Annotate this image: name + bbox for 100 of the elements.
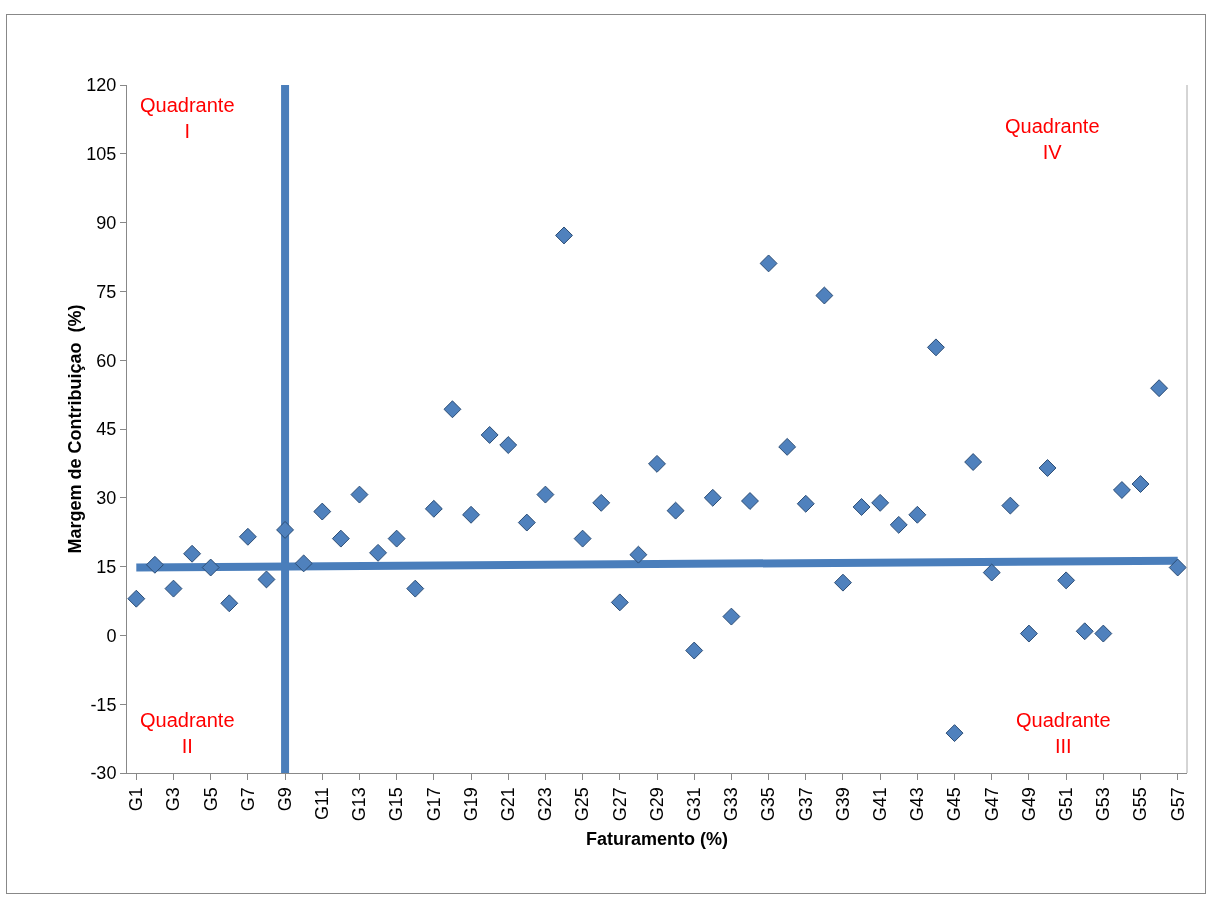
x-tick-label: G57 (1167, 787, 1188, 822)
point (462, 505, 480, 524)
x-tick-label: G11 (312, 787, 333, 820)
x-tick-label: G47 (981, 787, 1002, 822)
x-tick-label: G33 (721, 787, 742, 822)
x-axis-title: Faturamento (%) (585, 829, 729, 850)
point (1019, 624, 1038, 643)
point (201, 558, 220, 577)
point (517, 513, 536, 532)
point (1094, 624, 1113, 643)
point (815, 286, 834, 305)
point (1001, 496, 1020, 515)
point (964, 453, 983, 471)
point (666, 501, 685, 520)
x-tick-label: G45 (944, 787, 965, 822)
x-tick-label: G9 (274, 787, 295, 812)
annotation: Quadrante I (140, 94, 235, 142)
annotation: Quadrante III (1016, 709, 1111, 757)
point (145, 555, 164, 574)
x-tick-label: G43 (907, 787, 928, 822)
point (164, 579, 183, 598)
point (1075, 622, 1094, 641)
point (443, 400, 462, 419)
point (1112, 481, 1131, 499)
y-axis-title: Margem de Contribuiçao (%) (65, 304, 85, 554)
point (1131, 475, 1150, 493)
point (127, 589, 146, 608)
annotation: Quadrante IV (1005, 115, 1100, 163)
point (927, 338, 945, 357)
point (331, 529, 350, 548)
annotation: Quadrante II (140, 709, 235, 757)
point (1057, 571, 1076, 590)
point (852, 498, 871, 516)
x-tick-label: G29 (646, 787, 667, 822)
point (796, 494, 815, 513)
point (629, 545, 648, 564)
y-tick-label: 60 (96, 350, 117, 371)
x-tick-label: G51 (1055, 787, 1076, 822)
x-tick-label: G25 (572, 787, 593, 822)
point (778, 437, 797, 456)
point (834, 573, 852, 592)
point (313, 502, 332, 521)
point (183, 544, 202, 563)
y-tick-label: 105 (86, 144, 117, 165)
point (982, 563, 1001, 582)
point (536, 485, 555, 504)
point (573, 529, 592, 548)
y-tick-label: 15 (96, 556, 117, 577)
x-tick-label: G13 (349, 787, 370, 822)
point (276, 520, 295, 539)
x-tick-label: G49 (1018, 787, 1039, 822)
x-tick-label: G27 (609, 787, 630, 822)
x-tick-label: G35 (758, 787, 779, 822)
x-tick-label: G21 (498, 787, 519, 822)
x-tick-label: G41 (870, 787, 891, 822)
point (220, 594, 239, 613)
point (480, 426, 499, 444)
point (648, 454, 666, 473)
x-tick-label: G55 (1130, 787, 1151, 822)
x-tick-label: G5 (200, 787, 221, 812)
point (945, 724, 964, 743)
point (685, 641, 704, 660)
point (741, 492, 759, 510)
x-tick-label: G15 (386, 787, 407, 822)
x-tick-label: G23 (535, 787, 556, 822)
y-tick-label: 45 (96, 419, 117, 440)
x-tick-label: G31 (684, 787, 705, 822)
x-tick-label: G7 (237, 787, 258, 812)
point (759, 254, 778, 273)
point (294, 554, 313, 573)
point (871, 493, 890, 512)
y-tick-label: 30 (96, 488, 117, 509)
y-tick-label: 0 (106, 625, 117, 646)
point (1168, 558, 1187, 577)
x-tick-label: G37 (795, 787, 816, 822)
point (610, 593, 629, 612)
point (350, 485, 369, 504)
x-tick-label: G53 (1093, 787, 1114, 822)
point (592, 493, 611, 512)
point (238, 527, 257, 546)
x-tick-label: G39 (832, 787, 853, 822)
point (1150, 379, 1169, 398)
y-tick-label: 120 (86, 75, 117, 96)
x-tick-label: G3 (163, 787, 184, 812)
point (257, 570, 276, 589)
point (387, 529, 406, 548)
point (369, 543, 387, 562)
x-tick-label: G19 (460, 787, 481, 822)
y-tick-label: 90 (96, 212, 117, 233)
point (1038, 459, 1057, 477)
point (424, 499, 443, 518)
point (703, 488, 722, 507)
point (722, 607, 741, 626)
point (908, 505, 927, 524)
y-tick-label: -15 (90, 694, 117, 715)
point (889, 515, 908, 534)
point (406, 579, 425, 598)
point (555, 226, 573, 245)
y-tick-label: 75 (96, 281, 117, 302)
point (499, 436, 518, 454)
